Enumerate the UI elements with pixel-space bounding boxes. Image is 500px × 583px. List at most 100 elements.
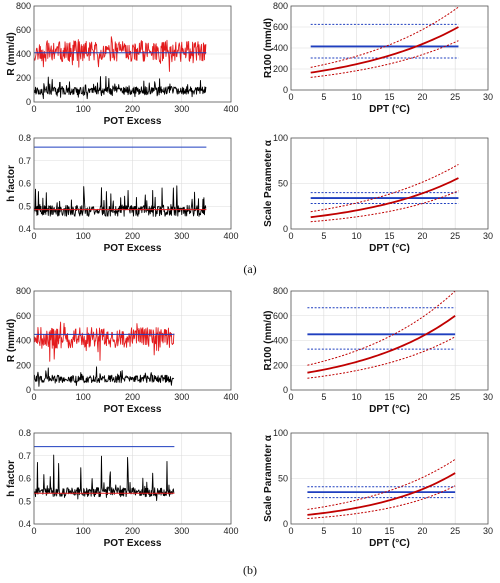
y-tick-label: 50	[278, 179, 288, 189]
panel-label-b: (b)	[243, 563, 257, 577]
plot-series	[310, 163, 459, 223]
x-axis-label: DPT (°C)	[369, 243, 410, 254]
x-tick-label: 5	[321, 392, 326, 402]
x-tick-label: 30	[483, 392, 493, 402]
y-tick-label: 0.4	[18, 519, 31, 529]
x-tick-label: 15	[384, 526, 394, 536]
y-tick-label: 600	[16, 25, 31, 35]
x-tick-label: 200	[125, 231, 140, 241]
series-trace-1	[34, 454, 175, 502]
chart-b3: 0 100 200 300 400 0.4 0.5 0.6 0.7 0.8 POT Excess h …	[6, 428, 239, 549]
chart-b4: 0 5 10 15 20 25 30 0 50 100 DPT (°C) Scale Paramete…	[263, 428, 493, 549]
y-tick-label: 200	[273, 64, 288, 74]
x-tick-label: 10	[352, 526, 362, 536]
series-curve-4	[307, 458, 456, 510]
plot-frame	[33, 137, 232, 230]
y-tick-label: 200	[16, 73, 31, 83]
y-tick-label: 800	[16, 1, 31, 11]
x-tick-label: 30	[483, 231, 493, 241]
x-tick-label: 10	[352, 231, 362, 241]
series-curve-4	[310, 6, 459, 68]
x-tick-label: 100	[76, 104, 91, 114]
y-tick-label: 400	[16, 336, 31, 346]
y-tick-label: 400	[273, 336, 288, 346]
x-tick-label: 0	[31, 526, 36, 536]
y-tick-label: 0	[283, 385, 288, 395]
x-tick-label: 100	[76, 526, 91, 536]
x-tick-label: 100	[76, 231, 91, 241]
y-tick-label: 400	[273, 43, 288, 53]
y-tick-label: 0	[26, 385, 31, 395]
x-tick-label: 400	[223, 104, 238, 114]
y-axis-label: h factor	[6, 165, 17, 202]
y-tick-label: 800	[273, 286, 288, 296]
x-tick-label: 5	[321, 92, 326, 102]
x-tick-label: 400	[223, 392, 238, 402]
plot-frame	[33, 5, 232, 103]
plot-series	[310, 6, 459, 78]
y-tick-label: 0	[26, 97, 31, 107]
y-tick-label: 600	[16, 311, 31, 321]
plot-frame	[290, 137, 489, 230]
y-tick-label: 0	[283, 224, 288, 234]
y-tick-label: 600	[273, 22, 288, 32]
y-tick-label: 0	[283, 85, 288, 95]
chart-a3: 0 100 200 300 400 0.4 0.5 0.6 0.7 0.8 POT Excess h …	[6, 133, 239, 254]
y-tick-label: 0.5	[18, 496, 31, 506]
x-tick-label: 5	[321, 231, 326, 241]
x-tick-label: 15	[384, 231, 394, 241]
y-tick-label: 0.4	[18, 224, 31, 234]
y-tick-label: 0.7	[18, 156, 31, 166]
x-tick-label: 200	[125, 526, 140, 536]
y-tick-label: 600	[273, 311, 288, 321]
y-tick-label: 50	[278, 474, 288, 484]
series-curve-5	[310, 40, 459, 78]
x-tick-label: 0	[31, 104, 36, 114]
y-tick-label: 100	[273, 133, 288, 143]
x-tick-label: 20	[417, 92, 427, 102]
x-tick-label: 25	[450, 526, 460, 536]
x-axis-label: DPT (°C)	[369, 538, 410, 549]
series-curve-3	[307, 472, 456, 516]
plot-frame	[290, 432, 489, 525]
x-tick-label: 20	[417, 392, 427, 402]
x-tick-label: 25	[450, 231, 460, 241]
x-tick-label: 30	[483, 526, 493, 536]
plot-series	[34, 321, 175, 387]
y-axis-label: Scale Parameter α	[263, 139, 274, 227]
x-tick-label: 0	[31, 392, 36, 402]
x-tick-label: 30	[483, 92, 493, 102]
series-curve-3	[310, 26, 459, 74]
y-axis-label: Scale Parameter α	[263, 434, 274, 522]
plot-frame	[33, 432, 232, 525]
y-tick-label: 800	[273, 1, 288, 11]
series-trace-0	[34, 321, 175, 362]
x-tick-label: 300	[174, 526, 189, 536]
x-tick-label: 20	[417, 231, 427, 241]
plot-series	[34, 446, 175, 502]
x-axis-label: POT Excess	[104, 116, 162, 127]
y-tick-label: 800	[16, 286, 31, 296]
chart-b2: 0 5 10 15 20 25 30 0 200 400 600 800 DPT (°C) R100 (m…	[263, 286, 493, 415]
x-tick-label: 5	[321, 526, 326, 536]
series-curve-3	[307, 315, 456, 374]
x-axis-label: POT Excess	[104, 404, 162, 415]
x-tick-label: 25	[450, 92, 460, 102]
x-tick-label: 100	[76, 392, 91, 402]
x-tick-label: 10	[352, 392, 362, 402]
x-tick-label: 300	[174, 392, 189, 402]
chart-b1: 0 100 200 300 400 0 200 400 600 800 POT Excess R (m…	[6, 286, 239, 415]
y-tick-label: 200	[273, 360, 288, 370]
x-axis-label: POT Excess	[104, 243, 162, 254]
x-tick-label: 200	[125, 392, 140, 402]
series-curve-4	[307, 291, 456, 366]
x-tick-label: 20	[417, 526, 427, 536]
plot-series	[307, 291, 456, 379]
y-axis-label: h factor	[6, 460, 17, 497]
x-tick-label: 300	[174, 231, 189, 241]
x-tick-label: 25	[450, 392, 460, 402]
y-axis-label: R100 (mm/d)	[263, 18, 274, 78]
x-tick-label: 400	[223, 231, 238, 241]
y-tick-label: 0.8	[18, 133, 31, 143]
plot-series	[34, 36, 207, 100]
